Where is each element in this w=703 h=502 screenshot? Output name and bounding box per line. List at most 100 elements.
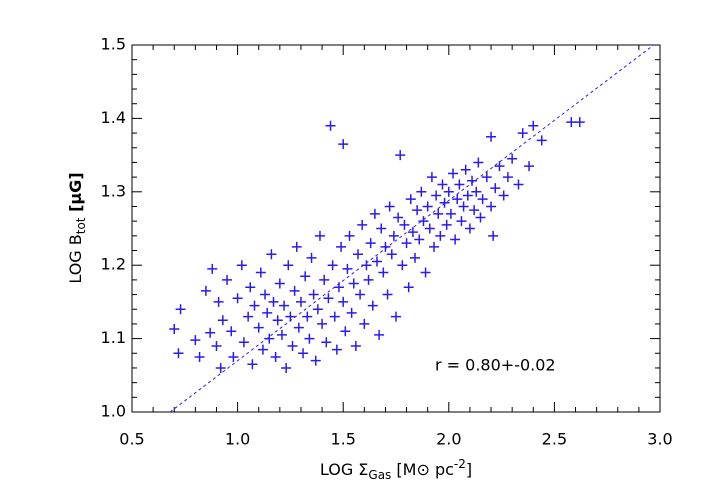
point [247, 359, 258, 370]
point [386, 249, 397, 260]
point [285, 311, 296, 322]
point [331, 344, 342, 355]
point [340, 326, 351, 337]
point [255, 267, 266, 278]
point [336, 241, 347, 252]
x-tick-label: 2.0 [436, 430, 461, 449]
plot-frame [131, 44, 661, 413]
point [281, 362, 292, 373]
point [342, 263, 353, 274]
point [194, 351, 205, 362]
y-tick-label: 1.2 [101, 255, 126, 274]
point [325, 120, 336, 131]
point [401, 238, 412, 249]
point [222, 274, 233, 285]
point [308, 289, 319, 300]
point [464, 223, 475, 234]
point [279, 300, 290, 311]
point [391, 311, 401, 322]
point [513, 179, 524, 190]
point [333, 282, 344, 293]
point [207, 263, 218, 274]
y-tick-label: 1.4 [101, 108, 126, 127]
point [405, 194, 416, 205]
point [418, 216, 429, 227]
point [338, 139, 349, 150]
point [266, 249, 277, 260]
x-tick-label: 3.0 [647, 430, 672, 449]
point [291, 241, 302, 252]
point [169, 324, 180, 335]
point [274, 278, 285, 289]
point [410, 252, 421, 263]
point [205, 327, 216, 338]
point [213, 296, 224, 307]
point [236, 260, 247, 271]
point [249, 300, 260, 311]
point [494, 161, 505, 172]
point [416, 186, 427, 197]
annotation: r = 0.80+-0.02 [435, 356, 556, 375]
point [450, 234, 461, 245]
point [253, 322, 264, 333]
point [367, 300, 378, 311]
x-tick-label: 0.5 [119, 430, 144, 449]
point [448, 168, 459, 179]
point [517, 128, 528, 139]
point [384, 201, 395, 212]
point [175, 304, 186, 315]
point [245, 282, 256, 293]
point [262, 307, 273, 318]
point [344, 230, 355, 241]
point [458, 201, 469, 212]
point [298, 348, 309, 359]
point [304, 333, 315, 344]
point [293, 322, 304, 333]
x-tick-label: 1.5 [330, 430, 355, 449]
point [456, 216, 467, 227]
point [471, 186, 482, 197]
point [469, 205, 480, 216]
point [429, 241, 440, 252]
point [397, 260, 408, 271]
point [441, 219, 452, 230]
point [473, 157, 484, 168]
y-tick-label: 1.0 [101, 402, 126, 421]
point [490, 183, 501, 194]
point [431, 190, 442, 201]
point [399, 219, 410, 230]
point [460, 164, 471, 175]
point [424, 223, 435, 234]
point [268, 296, 279, 307]
x-tick-label: 1.0 [225, 430, 250, 449]
point [376, 223, 387, 234]
point [443, 186, 454, 197]
point [365, 238, 376, 249]
point [488, 230, 499, 241]
point [312, 304, 323, 315]
point [276, 329, 287, 340]
point [317, 318, 328, 329]
y-tick-label: 1.3 [101, 181, 126, 200]
point [327, 260, 338, 271]
point [238, 337, 249, 348]
point [502, 172, 513, 183]
point [528, 120, 539, 131]
point [323, 293, 334, 304]
point [228, 351, 239, 362]
point [329, 311, 340, 322]
point [357, 219, 368, 230]
point [272, 315, 283, 326]
point [507, 153, 518, 164]
point [536, 135, 547, 146]
point [300, 271, 311, 282]
point [363, 274, 374, 285]
point [422, 201, 433, 212]
point [382, 289, 393, 300]
x-tick-label: 2.5 [542, 430, 567, 449]
point [445, 208, 456, 219]
point [289, 285, 300, 296]
point [310, 355, 321, 366]
point [477, 194, 488, 205]
